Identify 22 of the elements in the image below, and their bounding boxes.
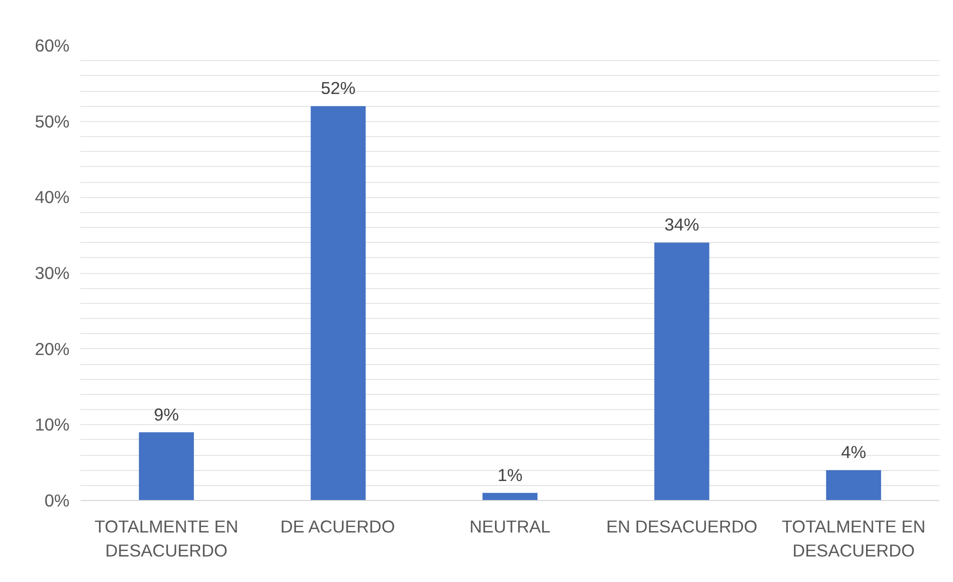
data-label: 4% [841,442,866,462]
data-label: 34% [664,214,700,235]
bar [654,242,710,500]
y-tick-label: 40% [34,187,70,208]
data-label: 9% [154,404,179,424]
bar [310,106,366,500]
bar [482,492,538,500]
y-tick-label: 10% [34,414,70,435]
y-tick-label: 30% [34,263,70,283]
x-tick-label: DE ACUERDO [280,516,396,536]
x-tick-label: TOTALMENTE EN DESACUERDO [94,516,238,560]
bar [826,470,882,500]
y-tick-label: 0% [44,490,70,510]
x-tick-label: TOTALMENTE EN DESACUERDO [782,516,926,560]
x-tick-label: NEUTRAL [470,516,551,536]
data-label: 1% [497,464,523,485]
x-tick-label: EN DESACUERDO [606,516,758,536]
data-label: 52% [320,78,356,98]
bar [138,432,194,500]
y-tick-label: 60% [34,36,70,56]
y-tick-label: 50% [34,111,70,132]
y-tick-label: 20% [34,338,70,359]
